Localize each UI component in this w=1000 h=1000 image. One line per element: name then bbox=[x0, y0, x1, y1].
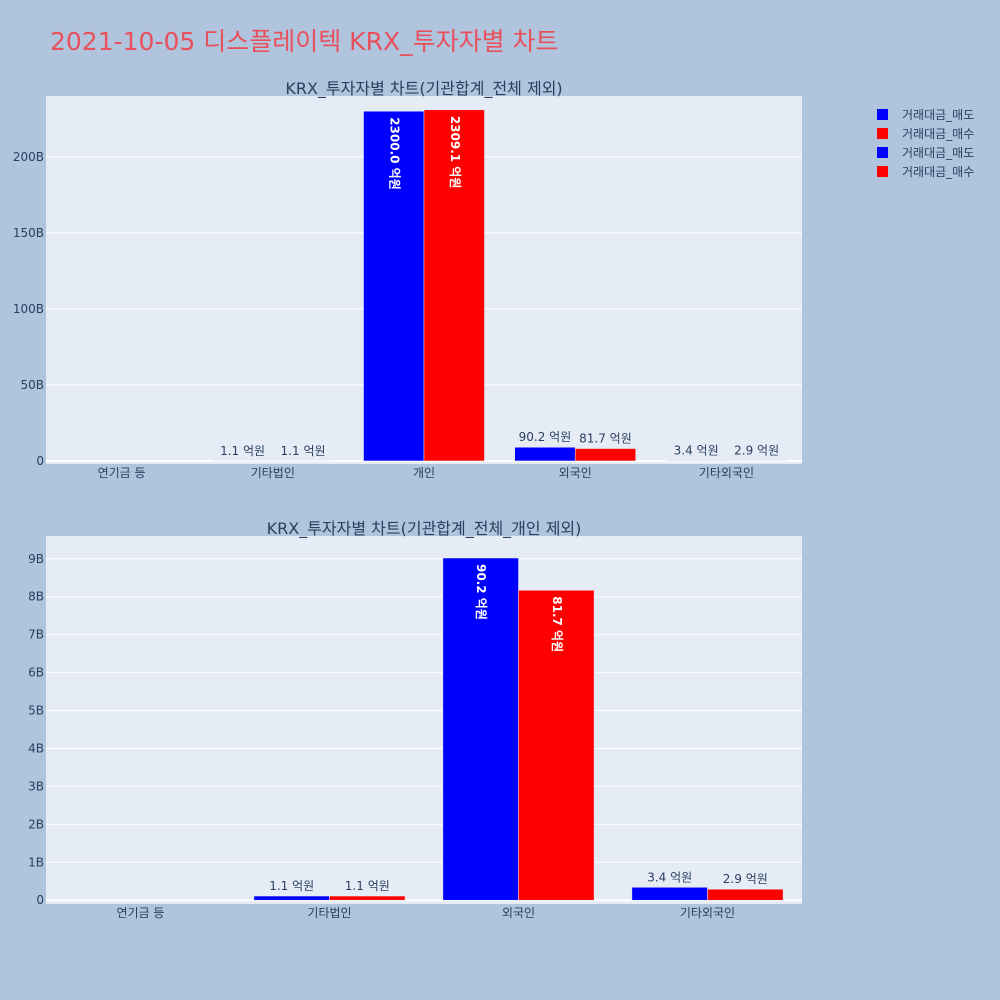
bar-label: 1.1 억원 bbox=[345, 879, 390, 893]
x-tick-label: 연기금 등 bbox=[98, 466, 146, 480]
bar-label: 2.9 억원 bbox=[734, 444, 779, 458]
chart-top: 0 50B 100B 150B 200B KRX_투자자별 차트(기관합계_전체 제외) 연… bbox=[13, 79, 802, 480]
legend-swatch bbox=[877, 109, 888, 120]
bar bbox=[363, 110, 425, 462]
y-tick-label: 50B bbox=[20, 378, 44, 392]
y-tick-label: 4B bbox=[28, 741, 44, 755]
bar-label: 1.1 억원 bbox=[269, 879, 314, 893]
y-tick-label: 5B bbox=[28, 704, 44, 718]
legend-swatch bbox=[877, 147, 888, 158]
legend-swatch bbox=[877, 128, 888, 139]
y-tick-label: 6B bbox=[28, 666, 44, 680]
bar-label: 3.4 억원 bbox=[674, 443, 719, 457]
y-tick-label: 200B bbox=[13, 150, 44, 164]
x-tick-label: 개인 bbox=[413, 466, 435, 480]
bar-label: 81.7 억원 bbox=[579, 432, 632, 446]
x-tick-label: 기타외국인 bbox=[680, 906, 735, 920]
x-tick-label: 기타법인 bbox=[251, 466, 295, 480]
chart-subtitle: KRX_투자자별 차트(기관합계_전체 제외) bbox=[285, 79, 562, 99]
y-tick-label: 150B bbox=[13, 226, 44, 240]
legend-label: 거래대금_매수 bbox=[902, 127, 974, 141]
bar bbox=[665, 460, 727, 462]
x-tick-label: 기타외국인 bbox=[699, 466, 754, 480]
y-tick-label: 7B bbox=[28, 628, 44, 642]
bar-label: 2.9 억원 bbox=[723, 872, 768, 886]
bar-label: 2309.1 억원 bbox=[448, 116, 462, 189]
y-tick-label: 100B bbox=[13, 302, 44, 316]
x-tick-label: 외국인 bbox=[559, 466, 592, 480]
x-tick-label: 기타법인 bbox=[307, 906, 351, 920]
legend-label: 거래대금_매수 bbox=[902, 165, 974, 179]
bar bbox=[574, 448, 636, 462]
y-tick-label: 2B bbox=[28, 817, 44, 831]
bar bbox=[329, 895, 406, 901]
bar-label: 1.1 억원 bbox=[281, 444, 326, 458]
x-tick-label: 외국인 bbox=[502, 906, 535, 920]
bar-label: 2300.0 억원 bbox=[387, 117, 401, 190]
bar bbox=[518, 590, 595, 901]
bar bbox=[423, 109, 485, 462]
y-tick-label: 1B bbox=[28, 855, 44, 869]
bar bbox=[707, 888, 784, 901]
bar bbox=[631, 887, 708, 901]
plot-area bbox=[46, 536, 802, 904]
bar-label: 81.7 억원 bbox=[550, 596, 564, 652]
chart-subtitle: KRX_투자자별 차트(기관합계_전체_개인 제외) bbox=[267, 519, 582, 539]
bar-label: 90.2 억원 bbox=[519, 430, 572, 444]
legend-swatch bbox=[877, 166, 888, 177]
page-title: 2021-10-05 디스플레이텍 KRX_투자자별 차트 bbox=[50, 27, 559, 56]
y-tick-label: 0 bbox=[36, 893, 44, 907]
y-tick-label: 0 bbox=[36, 454, 44, 468]
bar bbox=[442, 557, 519, 901]
legend-label: 거래대금_매도 bbox=[902, 108, 974, 122]
bar-label: 90.2 억원 bbox=[474, 564, 488, 620]
legend-label: 거래대금_매도 bbox=[902, 146, 974, 160]
x-tick-label: 연기금 등 bbox=[117, 906, 165, 920]
bar-label: 1.1 억원 bbox=[220, 444, 265, 458]
chart-bottom: 0 1B 2B 3B 4B 5B 6B 7B 8B 9B KRX_투자자별 차트(기관합계_전체_개… bbox=[28, 519, 802, 920]
y-tick-label: 3B bbox=[28, 779, 44, 793]
bar-label: 3.4 억원 bbox=[647, 870, 692, 884]
bar bbox=[514, 446, 576, 462]
y-tick-label: 8B bbox=[28, 590, 44, 604]
y-tick-label: 9B bbox=[28, 552, 44, 566]
bar bbox=[253, 895, 330, 901]
